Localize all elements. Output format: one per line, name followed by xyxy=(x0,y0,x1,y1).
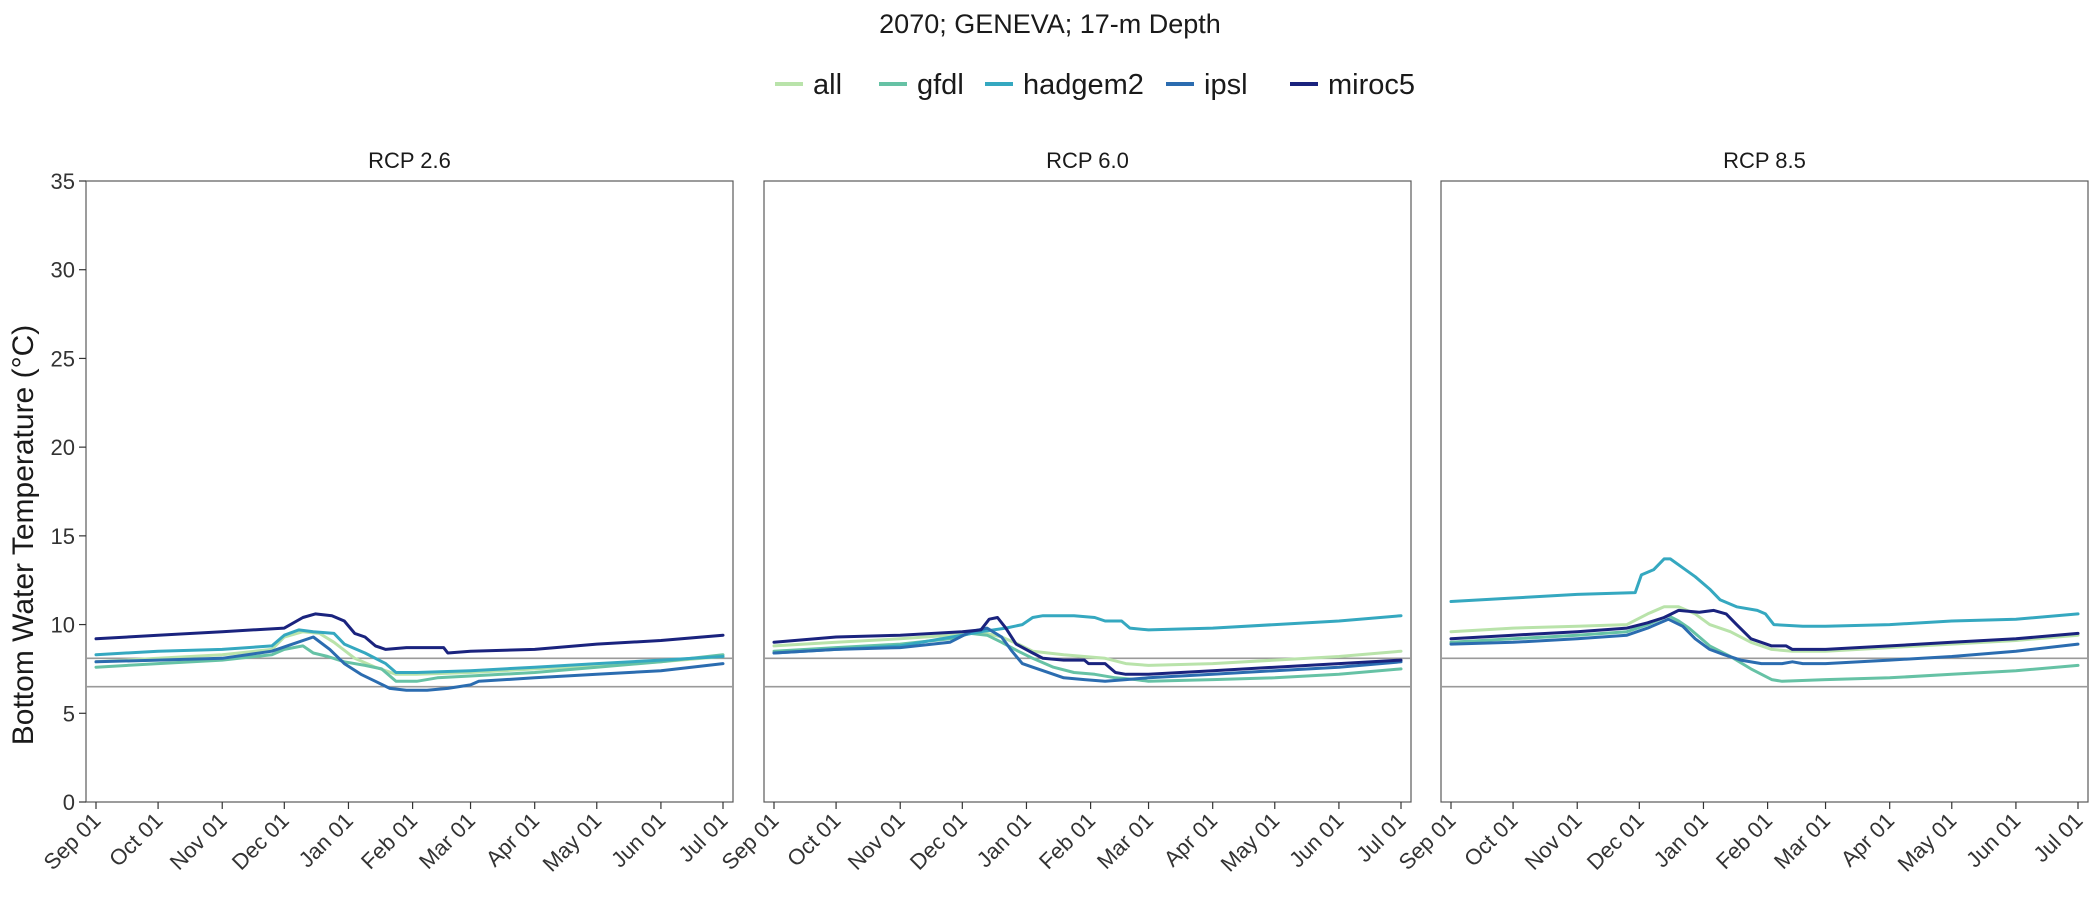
x-tick-label: Jun 01 xyxy=(1961,808,2025,872)
panel-frame xyxy=(85,180,734,803)
series-line-miroc5 xyxy=(772,616,1403,676)
x-tick-label: Dec 01 xyxy=(1582,808,1649,875)
x-tick-label: Feb 01 xyxy=(1034,808,1100,874)
x-tick-label: Sep 01 xyxy=(39,808,106,875)
series-line-gfdl xyxy=(1449,614,2080,683)
x-tick-label: Jun 01 xyxy=(1284,808,1348,872)
series-line-hadgem2 xyxy=(94,628,725,674)
x-tick-label: Jul 01 xyxy=(2028,808,2087,867)
series-line-ipsl xyxy=(1449,617,2080,666)
x-tick-label: May 01 xyxy=(538,808,607,877)
series-line-ipsl xyxy=(772,626,1403,683)
x-tick-label: Nov 01 xyxy=(843,808,910,875)
series-line-all xyxy=(1449,605,2080,653)
x-tick-label: Dec 01 xyxy=(227,808,294,875)
x-tick-label: Jan 01 xyxy=(294,808,358,872)
x-tick-label: May 01 xyxy=(1893,808,1962,877)
x-tick-label: Nov 01 xyxy=(165,808,232,875)
legend: all gfdl hadgem2 ipsl miroc5 xyxy=(775,69,1415,101)
y-tick-label: 30 xyxy=(51,258,75,283)
y-tick-label: 25 xyxy=(51,346,75,371)
legend-item-gfdl: gfdl xyxy=(879,69,964,101)
x-tick-label: Jan 01 xyxy=(1649,808,1713,872)
x-tick-label: Jan 01 xyxy=(972,808,1036,872)
x-tick-label: Apr 01 xyxy=(1836,808,1900,872)
x-tick-label: Mar 01 xyxy=(1769,808,1835,874)
x-tick-label: Dec 01 xyxy=(905,808,972,875)
y-tick-label: 15 xyxy=(51,524,75,549)
legend-label-miroc5: miroc5 xyxy=(1328,69,1415,101)
x-tick-label: Oct 01 xyxy=(782,808,846,872)
x-tick-label: Apr 01 xyxy=(481,808,545,872)
x-tick-label: Sep 01 xyxy=(717,808,784,875)
x-tick-label: Feb 01 xyxy=(356,808,422,874)
legend-item-miroc5: miroc5 xyxy=(1290,69,1415,101)
x-tick-label: Nov 01 xyxy=(1520,808,1587,875)
legend-item-hadgem2: hadgem2 xyxy=(985,69,1144,101)
x-tick-label: Sep 01 xyxy=(1394,808,1461,875)
panel-title: RCP 8.5 xyxy=(1723,148,1806,173)
legend-label-all: all xyxy=(813,69,842,101)
y-tick-label: 35 xyxy=(51,169,75,194)
x-tick-label: Mar 01 xyxy=(414,808,480,874)
x-tick-label: Feb 01 xyxy=(1711,808,1777,874)
panel-frame xyxy=(1440,180,2089,803)
panel-frame xyxy=(763,180,1412,803)
legend-label-ipsl: ipsl xyxy=(1204,69,1248,101)
legend-item-ipsl: ipsl xyxy=(1166,69,1248,101)
legend-label-gfdl: gfdl xyxy=(917,69,964,101)
series-line-gfdl xyxy=(94,644,725,683)
series-line-miroc5 xyxy=(94,612,725,655)
series-line-miroc5 xyxy=(1449,608,2080,651)
y-tick-label: 0 xyxy=(63,790,75,815)
x-tick-label: Oct 01 xyxy=(104,808,168,872)
x-tick-label: Oct 01 xyxy=(1459,808,1523,872)
x-tick-label: Jun 01 xyxy=(606,808,670,872)
y-tick-label: 5 xyxy=(63,701,75,726)
legend-label-hadgem2: hadgem2 xyxy=(1023,69,1144,101)
y-axis-label: Bottom Water Temperature (°C) xyxy=(7,325,40,745)
x-tick-label: May 01 xyxy=(1216,808,1285,877)
panel-title: RCP 6.0 xyxy=(1046,148,1129,173)
panel-title: RCP 2.6 xyxy=(368,148,451,173)
y-tick-label: 20 xyxy=(51,435,75,460)
x-tick-label: Mar 01 xyxy=(1092,808,1158,874)
series-line-all xyxy=(94,630,725,676)
series-line-all xyxy=(772,630,1403,667)
x-tick-label: Apr 01 xyxy=(1159,808,1223,872)
y-tick-label: 10 xyxy=(51,613,75,638)
legend-item-all: all xyxy=(775,69,842,101)
series-line-ipsl xyxy=(94,635,725,692)
series-line-hadgem2 xyxy=(1449,557,2080,628)
chart-title: 2070; GENEVA; 17-m Depth xyxy=(879,9,1221,39)
